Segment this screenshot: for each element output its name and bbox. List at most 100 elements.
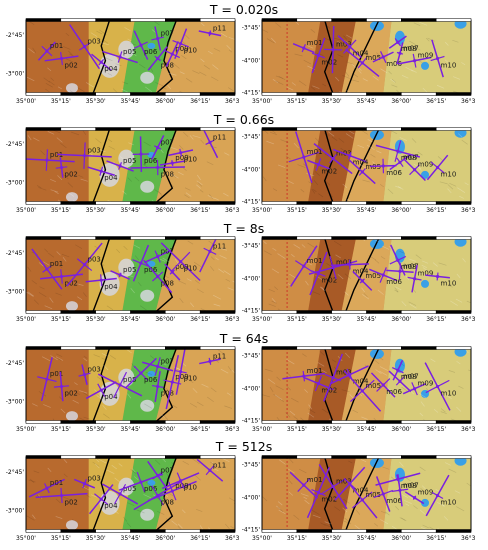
rift-fault-line [344, 20, 380, 94]
relief-shading [461, 62, 466, 66]
relief-shading [346, 198, 352, 202]
frame-tick-segment [60, 529, 96, 533]
x-tick-label: 35°00' [252, 426, 272, 433]
station-marker [360, 170, 364, 174]
relief-shading [441, 503, 445, 507]
station-marker [398, 51, 402, 55]
frame-tick-segment [25, 92, 62, 96]
relief-shading [196, 288, 204, 294]
relief-shading [126, 522, 132, 528]
x-tick-label: 35°30' [86, 98, 106, 105]
station-label-m04: m04 [353, 268, 369, 276]
relief-shading [370, 153, 376, 158]
station-label-m06: m06 [386, 388, 402, 396]
relief-shading [449, 182, 457, 187]
x-tick-label: 36°15' [190, 426, 210, 433]
frame-tick-segment [401, 455, 437, 459]
frame-tick-segment [331, 92, 367, 96]
y-tick-label: -4°15' [242, 199, 261, 206]
frame-tick-segment [165, 201, 201, 205]
station-label-m01: m01 [307, 367, 323, 375]
relief-shading [153, 21, 160, 26]
relief-shading [102, 39, 109, 44]
relief-shading [277, 506, 284, 512]
relief-shading [197, 182, 203, 187]
relief-shading [131, 51, 137, 57]
relief-shading [68, 192, 75, 197]
rift-fault-line [323, 129, 334, 203]
relief-shading [167, 84, 172, 90]
rift-shoulder [307, 457, 357, 531]
station-marker [412, 59, 417, 63]
relief-shading [293, 142, 299, 149]
relief-shading [287, 468, 295, 474]
relief-shading [437, 502, 445, 507]
relief-shading [285, 412, 291, 418]
station-label-m05: m05 [365, 491, 381, 499]
relief-shading [387, 188, 394, 195]
relief-shading [162, 492, 169, 498]
relief-shading [145, 86, 152, 93]
relief-shading [334, 506, 341, 512]
relief-shading [63, 46, 71, 50]
lake [454, 348, 467, 357]
frame-tick-segment [25, 236, 62, 240]
relief-shading [104, 57, 113, 62]
rift-fault-line [344, 129, 380, 203]
relief-shading [170, 403, 178, 409]
frame-tick-segment [366, 201, 402, 205]
relief-shading [83, 358, 88, 362]
relief-shading [33, 299, 39, 305]
relief-shading [435, 489, 442, 493]
relief-shading [96, 395, 103, 400]
relief-shading [262, 176, 267, 182]
relief-shading [352, 409, 359, 414]
station-marker [156, 274, 160, 279]
relief-shading [331, 136, 338, 141]
frame-tick-segment [95, 127, 131, 131]
relief-shading [452, 76, 461, 80]
x-tick-label: 35°15' [51, 98, 71, 105]
relief-shading [194, 475, 201, 481]
x-tick-label: 36°15' [426, 426, 446, 433]
frame-tick-segment [95, 310, 131, 314]
relief-shading [374, 523, 379, 527]
rift-fault-line [92, 238, 111, 312]
relief-shading [355, 509, 361, 515]
station-marker [208, 31, 212, 35]
relief-shading [85, 82, 94, 88]
relief-shading [50, 189, 59, 193]
relief-shading [422, 524, 429, 529]
relief-shading [374, 490, 380, 496]
station-marker [435, 165, 440, 170]
y-tick-label: -3°45' [242, 24, 261, 31]
x-tick-label: 35°30' [322, 98, 342, 105]
relief-shading [290, 397, 299, 403]
x-tick-label: 35°00' [16, 426, 36, 433]
relief-shading [294, 53, 303, 57]
x-tick-label: 35°00' [16, 98, 36, 105]
relief-shading [114, 477, 121, 483]
x-tick-label: 36°30' [225, 98, 239, 105]
relief-shading [420, 401, 425, 407]
frame-tick-segment [130, 529, 166, 533]
station-marker [139, 261, 143, 265]
station-label-m02: m02 [321, 277, 337, 285]
relief-shading [444, 59, 451, 65]
station-marker [179, 260, 183, 264]
relief-shading [206, 161, 214, 166]
relief-shading [219, 255, 227, 259]
relief-shading [79, 417, 85, 421]
lake [454, 20, 467, 29]
station-marker [156, 384, 160, 389]
relief-shading [331, 359, 337, 363]
station-marker [45, 486, 49, 490]
station-label-m10: m10 [441, 498, 457, 506]
relief-shading [408, 258, 416, 262]
relief-shading [182, 509, 186, 514]
y-tick-label: -4°15' [242, 90, 261, 97]
frame-tick-segment [261, 201, 298, 205]
relief-shading [366, 144, 375, 151]
relief-shading [271, 268, 280, 274]
